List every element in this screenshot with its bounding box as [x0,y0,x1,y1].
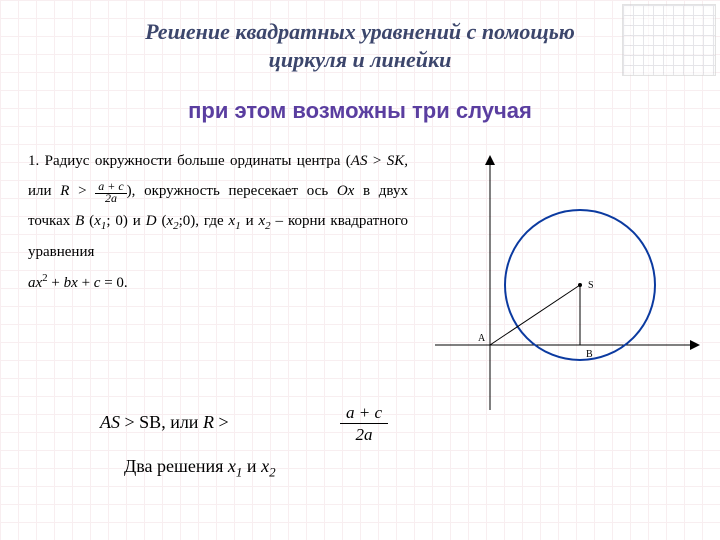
p-b: B [75,213,84,229]
title-line-1: Решение квадратных уравнений с помощью [145,19,575,44]
c2-x1: х [228,456,236,476]
p-t8: ;0), где [179,213,229,229]
p-as: AS [351,153,368,169]
inline-fraction: a + c2a [95,180,126,204]
cap-gt2: > [214,412,229,432]
circle-diagram: A S B [430,155,700,415]
p-t7: ( [157,213,167,229]
eq-plus1: + [48,275,64,291]
c2-and: и [242,456,261,476]
cap-gt: > [120,412,139,432]
body-paragraph: 1. Радиус окружности больше ординаты цен… [28,146,408,298]
cap-as: AS [100,412,120,432]
caption-line: AS > SB, или R > [100,412,229,433]
p-t5: ( [84,213,94,229]
big-frac-num: a + c [340,404,388,424]
p-ox: Ox [337,183,355,199]
p-t9: и [241,213,259,229]
c2-x2-sub: 2 [269,465,276,480]
caption-roots: Два решения х1 и х2 [124,456,276,481]
cap-r: R [203,412,214,432]
eq-b: bx [64,275,78,291]
c2-lead: Два решения [124,456,228,476]
p-d: D [146,213,157,229]
big-frac-den: 2a [340,424,388,443]
c2-x2: х [261,456,269,476]
subtitle: при этом возможны три случая [0,98,720,124]
svg-text:S: S [588,280,594,291]
p-sk: SK, [387,153,408,169]
p-x1: x [94,213,101,229]
svg-text:B: B [586,349,593,360]
svg-text:A: A [478,333,486,344]
big-fraction: a + c 2a [340,404,388,443]
page-title: Решение квадратных уравнений с помощью ц… [0,18,720,73]
p-t2: или [28,183,60,199]
title-line-2: циркуля и линейки [269,47,452,72]
p-gt1: > [367,153,386,169]
p-t1: 1. Радиус окружности больше ординаты цен… [28,153,351,169]
p-gt2: > [69,183,95,199]
eq-plus2: + [78,275,94,291]
eq-eq: = 0. [100,275,127,291]
p-t6: ; 0) и [106,213,145,229]
p-r: R [60,183,69,199]
p-t3: ), окружность пересекает ось [127,183,337,199]
eq-a: ax [28,275,42,291]
frac-den: 2a [102,191,120,205]
cap-sb: SB [139,412,161,432]
cap-mid: , или [161,412,203,432]
